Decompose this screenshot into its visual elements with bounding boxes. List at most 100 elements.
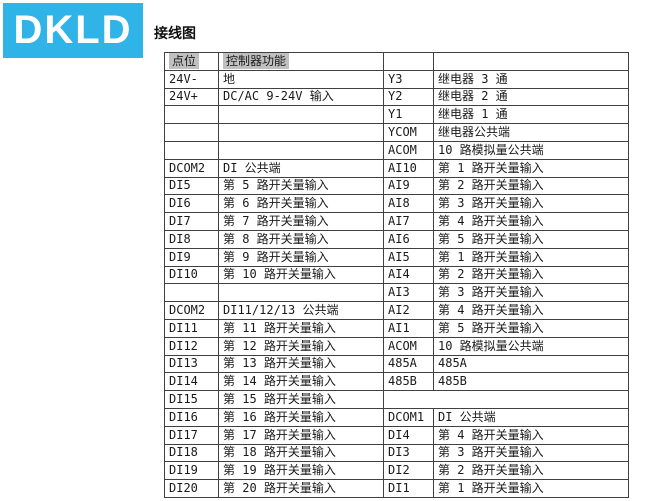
table-row: DI9 第 9 路开关量输入 AI5 第 1 路开关量输入 (164, 247, 629, 267)
c1-point-cell (164, 140, 219, 160)
header-function-right (433, 52, 629, 71)
c4-function-cell: 第 3 路开关量输入 (433, 443, 629, 463)
c4-function-cell: 继电器 2 通 (433, 87, 629, 107)
header-function-label: 控制器功能 (223, 53, 290, 69)
c1-point-cell: DI15 (164, 390, 219, 409)
c4-function-cell: 10 路模拟量公共端 (433, 140, 629, 160)
table-row: DI12 第 12 路开关量输入 ACOM 10 路模拟量公共端 (164, 336, 629, 356)
c2-function-cell: 第 5 路开关量输入 (218, 176, 384, 196)
c4-function-cell: 第 4 路开关量输入 (433, 212, 629, 231)
c4-function-cell: 第 5 路开关量输入 (433, 318, 629, 338)
table-row: DI5 第 5 路开关量输入 AI9 第 2 路开关量输入 (164, 176, 629, 196)
table-row: YCOM 继电器公共端 (164, 123, 629, 142)
c3-point-cell: 485A (383, 354, 434, 374)
table-row: DI8 第 8 路开关量输入 AI6 第 5 路开关量输入 (164, 229, 629, 249)
c1-point-cell: DI5 (164, 176, 219, 196)
table-row: DCOM2 DI 公共端 AI10 第 1 路开关量输入 (164, 158, 629, 178)
table-header-row: 点位 控制器功能 (164, 52, 629, 71)
table-row: 24V- 地 Y3 继电器 3 通 (164, 69, 629, 89)
c3-point-cell: 485B (383, 372, 434, 392)
c4-function-cell: 485A (433, 354, 629, 374)
c1-point-cell: DI9 (164, 247, 219, 267)
c4-function-cell: 第 4 路开关量输入 (433, 425, 629, 445)
c4-function-cell: 10 路模拟量公共端 (433, 336, 629, 356)
c1-point-cell: DCOM2 (164, 158, 219, 178)
c4-function-cell: 继电器公共端 (433, 123, 629, 142)
table-row: DI11 第 11 路开关量输入 AI1 第 5 路开关量输入 (164, 318, 629, 338)
c3-point-cell: AI1 (383, 318, 434, 338)
c2-function-cell: 第 11 路开关量输入 (218, 318, 384, 338)
c1-point-cell (164, 123, 219, 142)
c1-point-cell (164, 283, 219, 303)
c3-point-cell: Y1 (383, 105, 434, 125)
c2-function-cell: 第 9 路开关量输入 (218, 247, 384, 267)
c4-function-cell: 第 2 路开关量输入 (433, 461, 629, 481)
merged-empty-cell (383, 390, 629, 409)
header-point-right (383, 52, 434, 71)
c4-function-cell: 第 1 路开关量输入 (433, 158, 629, 178)
c3-point-cell: DI2 (383, 461, 434, 481)
c1-point-cell: DI18 (164, 443, 219, 463)
c3-point-cell: AI7 (383, 212, 434, 231)
c3-point-cell: DI1 (383, 479, 434, 498)
c1-point-cell: DI8 (164, 229, 219, 249)
header-point-label: 点位 (169, 53, 200, 69)
c2-function-cell (218, 105, 384, 125)
c4-function-cell: 第 4 路开关量输入 (433, 301, 629, 320)
table-row: DI13 第 13 路开关量输入 485A 485A (164, 354, 629, 374)
page-title: 接线图 (154, 26, 196, 42)
c3-point-cell: Y3 (383, 69, 434, 89)
header-point-left: 点位 (164, 52, 219, 71)
c2-function-cell: DI 公共端 (218, 158, 384, 178)
c1-point-cell: DI20 (164, 479, 219, 498)
table-row: DI6 第 6 路开关量输入 AI8 第 3 路开关量输入 (164, 194, 629, 214)
c2-function-cell: 第 13 路开关量输入 (218, 354, 384, 374)
c3-point-cell: AI2 (383, 301, 434, 320)
c4-function-cell: 第 3 路开关量输入 (433, 194, 629, 214)
c3-point-cell: ACOM (383, 140, 434, 160)
c4-function-cell: 485B (433, 372, 629, 392)
c1-point-cell: DI10 (164, 265, 219, 285)
table-row: ACOM 10 路模拟量公共端 (164, 140, 629, 160)
c2-function-cell: DI11/12/13 公共端 (218, 301, 384, 320)
c4-function-cell: 第 1 路开关量输入 (433, 247, 629, 267)
c2-function-cell: 第 18 路开关量输入 (218, 443, 384, 463)
table-row: 24V+ DC/AC 9-24V 输入 Y2 继电器 2 通 (164, 87, 629, 107)
c2-function-cell: 第 19 路开关量输入 (218, 461, 384, 481)
c4-function-cell: DI 公共端 (433, 407, 629, 427)
wiring-table-body: 24V- 地 Y3 继电器 3 通 24V+ DC/AC 9-24V 输入 Y2 继电器 2 … (164, 69, 629, 498)
c3-point-cell: AI5 (383, 247, 434, 267)
c4-function-cell: 第 2 路开关量输入 (433, 265, 629, 285)
table-row: DCOM2 DI11/12/13 公共端 AI2 第 4 路开关量输入 (164, 301, 629, 320)
c1-point-cell: DI16 (164, 407, 219, 427)
table-row: DI19 第 19 路开关量输入 DI2 第 2 路开关量输入 (164, 461, 629, 481)
c4-function-cell: 继电器 3 通 (433, 69, 629, 89)
table-row: DI18 第 18 路开关量输入 DI3 第 3 路开关量输入 (164, 443, 629, 463)
table-row: DI20 第 20 路开关量输入 DI1 第 1 路开关量输入 (164, 479, 629, 498)
c1-point-cell: DI17 (164, 425, 219, 445)
c2-function-cell: 地 (218, 69, 384, 89)
table-row: DI14 第 14 路开关量输入 485B 485B (164, 372, 629, 392)
c3-point-cell: AI8 (383, 194, 434, 214)
c3-point-cell: ACOM (383, 336, 434, 356)
table-row: Y1 继电器 1 通 (164, 105, 629, 125)
c2-function-cell: DC/AC 9-24V 输入 (218, 87, 384, 107)
c1-point-cell: DI7 (164, 212, 219, 231)
c1-point-cell: 24V+ (164, 87, 219, 107)
c2-function-cell: 第 16 路开关量输入 (218, 407, 384, 427)
c2-function-cell: 第 10 路开关量输入 (218, 265, 384, 285)
c2-function-cell: 第 7 路开关量输入 (218, 212, 384, 231)
dkld-logo: DKLD (3, 3, 143, 58)
c3-point-cell: AI4 (383, 265, 434, 285)
table-row: DI16 第 16 路开关量输入 DCOM1 DI 公共端 (164, 407, 629, 427)
c2-function-cell: 第 20 路开关量输入 (218, 479, 384, 498)
c3-point-cell: Y2 (383, 87, 434, 107)
table-row: DI7 第 7 路开关量输入 AI7 第 4 路开关量输入 (164, 212, 629, 231)
c4-function-cell: 第 5 路开关量输入 (433, 229, 629, 249)
c2-function-cell: 第 14 路开关量输入 (218, 372, 384, 392)
c2-function-cell (218, 140, 384, 160)
table-row: AI3 第 3 路开关量输入 (164, 283, 629, 303)
c3-point-cell: DI4 (383, 425, 434, 445)
table-row: DI17 第 17 路开关量输入 DI4 第 4 路开关量输入 (164, 425, 629, 445)
header-function-left: 控制器功能 (218, 52, 384, 71)
